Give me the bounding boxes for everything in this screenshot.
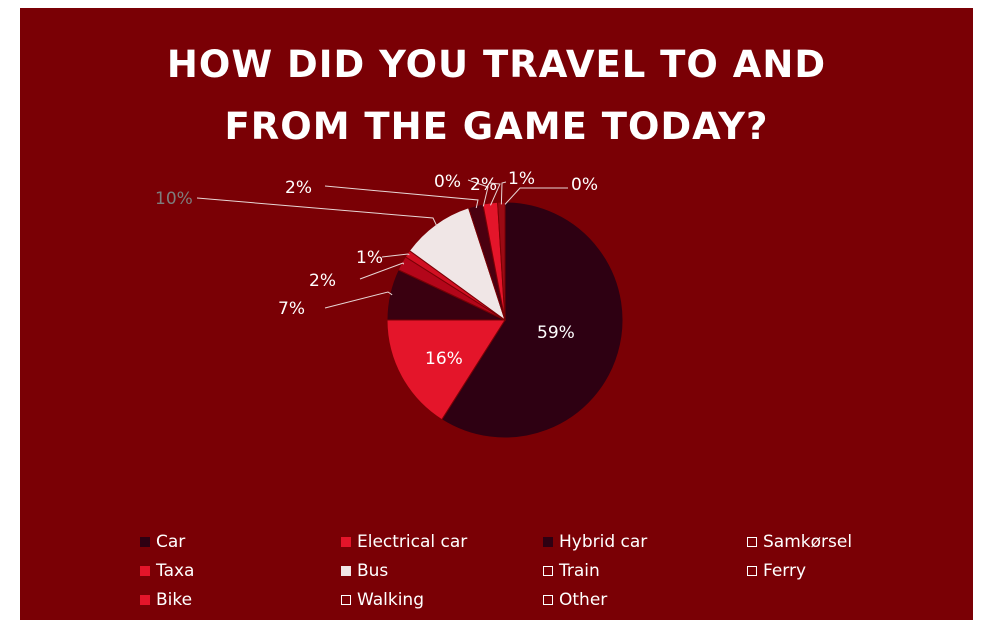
chart-title-line-2: FROM THE GAME TODAY? xyxy=(224,105,769,148)
leader-line-samkrsel xyxy=(359,262,405,280)
data-label-walking: 1% xyxy=(508,169,535,189)
leader-line-train xyxy=(324,185,479,209)
data-label-hybrid-car: 7% xyxy=(278,299,305,319)
data-label-samkrsel: 2% xyxy=(309,271,336,291)
leader-line-walking xyxy=(500,181,507,205)
pie-slice-electrical-car xyxy=(386,319,506,421)
chart-panel: HOW DID YOU TRAVEL TO AND FROM THE GAME … xyxy=(20,8,973,620)
leader-line-taxa xyxy=(381,253,410,258)
chart-title-line-1: HOW DID YOU TRAVEL TO AND xyxy=(166,43,827,86)
pie-chart: 59%16%7%2%1%10%2% 0% 2% 1% 0% xyxy=(155,169,624,439)
data-label-car: 59% xyxy=(537,323,575,343)
data-label-bike: 2% xyxy=(470,175,497,195)
pie-slice-car xyxy=(441,201,624,439)
data-label-train: 2% xyxy=(285,178,312,198)
leader-lines xyxy=(196,179,568,309)
data-labels: 59%16%7%2%1%10%2% 0% 2% 1% 0% xyxy=(155,169,598,369)
leader-line-other xyxy=(504,187,568,205)
pie-slices xyxy=(386,201,624,439)
chart-title: HOW DID YOU TRAVEL TO AND FROM THE GAME … xyxy=(20,34,973,158)
leader-line-bike xyxy=(489,182,501,206)
leader-line-ferry xyxy=(467,179,489,207)
data-label-bus: 10% xyxy=(155,189,193,209)
data-label-electrical-car: 16% xyxy=(425,349,463,369)
leader-line-hybrid-car xyxy=(324,291,393,309)
data-label-taxa: 1% xyxy=(356,248,383,268)
data-label-other: 0% xyxy=(571,175,598,195)
data-label-ferry: 0% xyxy=(434,172,461,192)
leader-line-bus xyxy=(196,197,438,227)
